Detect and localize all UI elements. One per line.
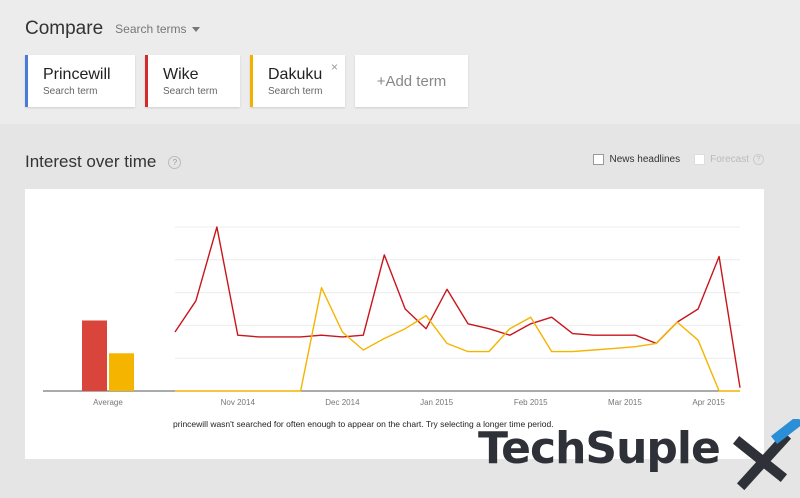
term-sub: Search term <box>43 86 98 97</box>
series-line-wike <box>174 226 741 388</box>
watermark-logo: TechSuple <box>478 419 800 498</box>
forecast-option: Forecast ? <box>694 154 764 165</box>
news-headlines-label: News headlines <box>609 154 681 165</box>
term-name: Wike <box>163 66 199 83</box>
term-card-dakuku[interactable]: Dakuku Search term × <box>250 55 345 107</box>
help-icon[interactable]: ? <box>168 155 182 169</box>
term-card-princewill[interactable]: Princewill Search term <box>25 55 135 107</box>
term-sub: Search term <box>268 86 323 97</box>
average-bar-wike <box>82 320 107 391</box>
caret-down-icon <box>191 26 200 32</box>
average-label: Average <box>93 398 123 407</box>
chart-panel: Average Nov 2014 Dec 2014 Jan 2015 Feb 2015 M… <box>25 189 764 459</box>
chart-options: News headlines Forecast ? <box>579 154 764 165</box>
term-card-wike[interactable]: Wike Search term <box>145 55 240 107</box>
close-icon[interactable]: × <box>330 60 338 74</box>
chart-note: princewill wasn't searched for often eno… <box>173 419 554 429</box>
x-tick-label: Mar 2015 <box>608 398 642 407</box>
section-title: Interest over time <box>25 152 157 171</box>
search-terms-dropdown[interactable]: Search terms <box>115 22 200 36</box>
add-term-button[interactable]: +Add term <box>355 55 468 107</box>
x-tick-label: Apr 2015 <box>692 398 725 407</box>
search-terms-label: Search terms <box>115 22 187 36</box>
series-line-dakuku <box>175 286 740 392</box>
x-tick-label: Dec 2014 <box>325 398 360 407</box>
interest-over-time-header: Interest over time ? <box>25 152 182 172</box>
average-bar-dakuku <box>109 353 134 391</box>
term-list: Princewill Search term Wike Search term … <box>25 55 468 107</box>
watermark-x-icon <box>732 419 800 491</box>
interest-chart: Average Nov 2014 Dec 2014 Jan 2015 Feb 2015 M… <box>43 226 741 407</box>
term-sub: Search term <box>163 86 218 97</box>
forecast-help-icon[interactable]: ? <box>753 154 764 165</box>
x-tick-label: Jan 2015 <box>420 398 453 407</box>
forecast-checkbox <box>694 154 706 165</box>
news-headlines-checkbox[interactable] <box>593 154 605 165</box>
x-tick-label: Feb 2015 <box>514 398 548 407</box>
term-name: Dakuku <box>268 66 323 83</box>
watermark-text: TechSuple <box>478 423 721 474</box>
x-tick-label: Nov 2014 <box>221 398 256 407</box>
term-name: Princewill <box>43 66 111 83</box>
news-headlines-option[interactable]: News headlines <box>593 154 680 165</box>
forecast-label: Forecast <box>710 154 749 165</box>
page-title: Compare <box>25 18 104 39</box>
